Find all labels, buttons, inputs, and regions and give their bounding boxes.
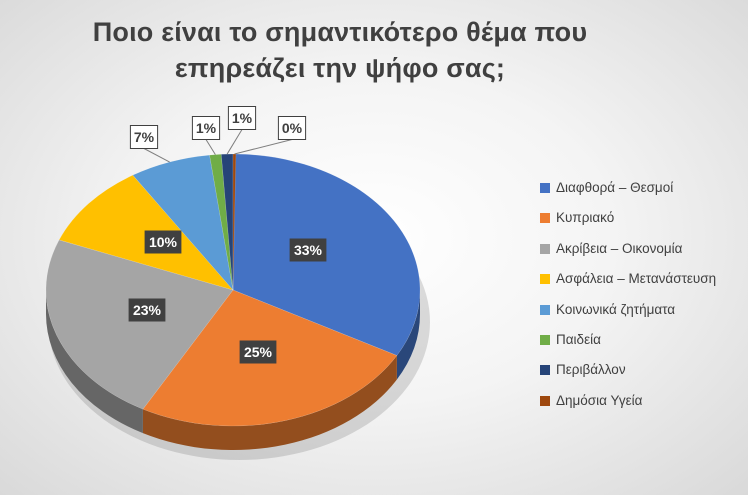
data-label-text-6: 1% (232, 110, 253, 126)
data-label-text-2: 23% (133, 302, 162, 318)
data-label-1: 25% (239, 340, 277, 364)
legend-label-5: Παιδεία (556, 331, 601, 347)
pie-side-2 (46, 290, 143, 434)
label-box-3 (144, 230, 182, 254)
legend-label-6: Περιβάλλον (556, 362, 626, 378)
data-label-text-4: 7% (134, 129, 155, 145)
pie-slice-0 (232, 153, 421, 356)
legend-swatch-3 (540, 274, 550, 285)
legend-label-7: Δημόσια Υγεία (556, 392, 643, 408)
legend-label-1: Κυπριακό (556, 210, 615, 226)
chart-title-line-2: επηρεάζει την ψήφο σας; (174, 53, 506, 83)
data-label-text-3: 10% (149, 234, 178, 250)
legend-label-0: Διαφθορά – Θεσμοί (556, 180, 674, 195)
data-label-7: 0% (234, 116, 307, 155)
legend-label-2: Ακρίβεια – Οικονομία (556, 240, 683, 256)
data-label-3: 10% (144, 230, 182, 254)
legend-label-3: Ασφάλεια – Μετανάστευση (556, 271, 717, 287)
label-box-5 (191, 116, 221, 140)
data-label-6: 1% (226, 106, 257, 155)
legend-swatch-7 (540, 395, 550, 406)
data-label-0: 33% (289, 238, 327, 262)
legend-swatch-1 (540, 213, 550, 224)
leader-line-4 (143, 148, 170, 163)
data-label-text-5: 1% (196, 120, 217, 136)
legend-swatch-4 (540, 304, 550, 315)
legend-label-4: Κοινωνικά ζητήματα (556, 301, 676, 317)
legend-swatch-2 (540, 243, 550, 254)
leader-line-6 (226, 129, 243, 155)
label-box-7 (277, 116, 307, 140)
legend-swatch-0 (540, 183, 550, 193)
data-label-4: 7% (129, 125, 170, 163)
chart-title-line-1: Ποιο είναι το σημαντικότερο θέμα που (92, 17, 588, 47)
data-label-2: 23% (128, 298, 166, 322)
label-box-4 (129, 125, 159, 149)
chart-title: Ποιο είναι το σημαντικότερο θέμα που επη… (40, 14, 640, 86)
data-label-text-7: 0% (282, 120, 303, 136)
label-box-1 (239, 340, 277, 364)
pie-side-0 (396, 290, 420, 380)
leader-line-7 (234, 139, 293, 155)
pie-slice-2 (45, 239, 234, 410)
data-label-5: 1% (191, 116, 221, 155)
leader-line-5 (205, 139, 216, 155)
data-label-text-1: 25% (244, 344, 273, 360)
legend-swatch-6 (540, 365, 550, 376)
label-box-2 (128, 298, 166, 322)
label-box-6 (227, 106, 257, 130)
legend-swatch-5 (540, 334, 550, 345)
label-box-0 (289, 238, 327, 262)
data-label-text-0: 33% (294, 242, 323, 258)
pie-side-1 (142, 355, 397, 450)
